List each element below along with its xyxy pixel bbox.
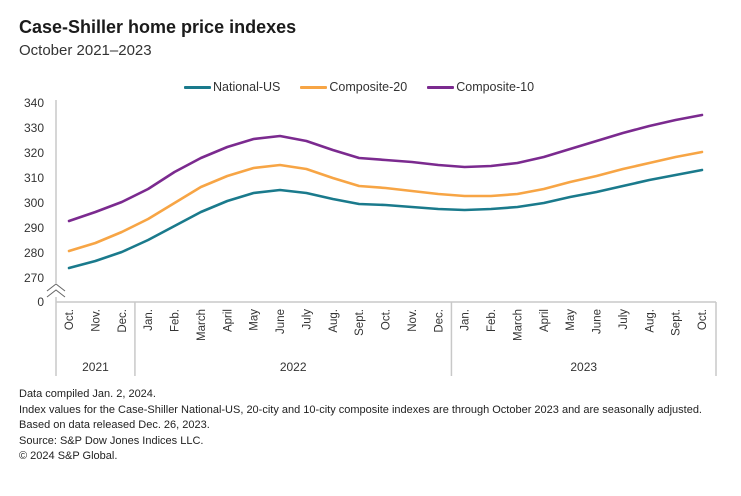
- x-tick-label: June: [275, 309, 287, 334]
- x-tick-label: Aug.: [328, 309, 340, 333]
- y-tick-label: 0: [37, 295, 44, 309]
- x-tick-label: Jan.: [460, 309, 472, 331]
- x-tick-label: July: [618, 309, 630, 330]
- legend-label-composite-10: Composite-10: [456, 80, 535, 94]
- x-tick-label: May: [249, 309, 261, 331]
- legend-item-composite-20: Composite-20: [300, 80, 407, 94]
- x-tick-label: Oct.: [381, 309, 393, 330]
- x-tick-label: Jan.: [143, 309, 155, 331]
- x-tick-label: Oct.: [64, 309, 76, 330]
- x-tick-label: Feb.: [170, 309, 182, 332]
- legend-swatch-national-us: [184, 85, 211, 89]
- x-tick-label: Nov.: [407, 309, 419, 332]
- x-tick-label: Nov.: [90, 309, 102, 332]
- axis-break-icon-lower: [46, 289, 66, 298]
- x-tick-label: Aug.: [644, 309, 656, 333]
- x-tick-label: Oct.: [697, 309, 709, 330]
- chart-subtitle: October 2021–2023: [19, 42, 152, 59]
- legend-swatch-composite-10: [427, 85, 455, 89]
- legend-label-national-us: National-US: [213, 80, 281, 94]
- y-tick-label: 310: [24, 171, 44, 185]
- y-tick-label: 320: [24, 146, 44, 160]
- y-tick-label: 290: [24, 221, 44, 235]
- legend-label-composite-20: Composite-20: [329, 80, 408, 94]
- x-tick-label: May: [565, 309, 577, 331]
- legend: National-US Composite-20 Composite-10: [184, 80, 534, 94]
- x-tick-label: Sept.: [354, 309, 366, 336]
- year-label: 2021: [82, 360, 109, 374]
- legend-item-national-us: National-US: [184, 80, 280, 94]
- x-tick-label: March: [196, 309, 208, 341]
- x-tick-label: April: [222, 309, 234, 332]
- note-index-values: Index values for the Case-Shiller Nation…: [19, 403, 702, 416]
- y-tick-label: 270: [24, 271, 44, 285]
- legend-swatch-composite-20: [300, 85, 328, 89]
- x-tick-label: July: [301, 309, 313, 330]
- y-tick-label: 280: [24, 246, 44, 260]
- legend-item-composite-10: Composite-10: [427, 80, 534, 94]
- axis-break-icon-upper: [46, 283, 66, 292]
- series-line-national-us: [67, 168, 704, 270]
- series-line-composite-20: [67, 150, 704, 253]
- x-tick-label: June: [592, 309, 604, 334]
- note-source: Source: S&P Dow Jones Indices LLC.: [19, 434, 204, 447]
- x-tick-label: Sept.: [671, 309, 683, 336]
- chart-title: Case-Shiller home price indexes: [19, 17, 297, 37]
- chart-notes: Data compiled Jan. 2, 2024. Index values…: [19, 387, 719, 465]
- year-label: 2023: [570, 360, 597, 374]
- series-line-composite-10: [67, 113, 704, 223]
- note-data-compiled: Data compiled Jan. 2, 2024.: [19, 388, 156, 400]
- y-tick-label: 300: [24, 196, 44, 210]
- note-data-released: Based on data released Dec. 26, 2023.: [19, 419, 210, 431]
- x-tick-label: Dec.: [117, 309, 129, 333]
- x-tick-label: Feb.: [486, 309, 498, 332]
- x-tick-label: March: [512, 309, 524, 341]
- x-tick-label: April: [539, 309, 551, 332]
- y-tick-label: 340: [24, 96, 44, 110]
- note-copyright: © 2024 S&P Global.: [19, 450, 118, 462]
- x-tick-label: Dec.: [433, 309, 445, 333]
- y-tick-label: 330: [24, 121, 44, 135]
- year-label: 2022: [280, 360, 307, 374]
